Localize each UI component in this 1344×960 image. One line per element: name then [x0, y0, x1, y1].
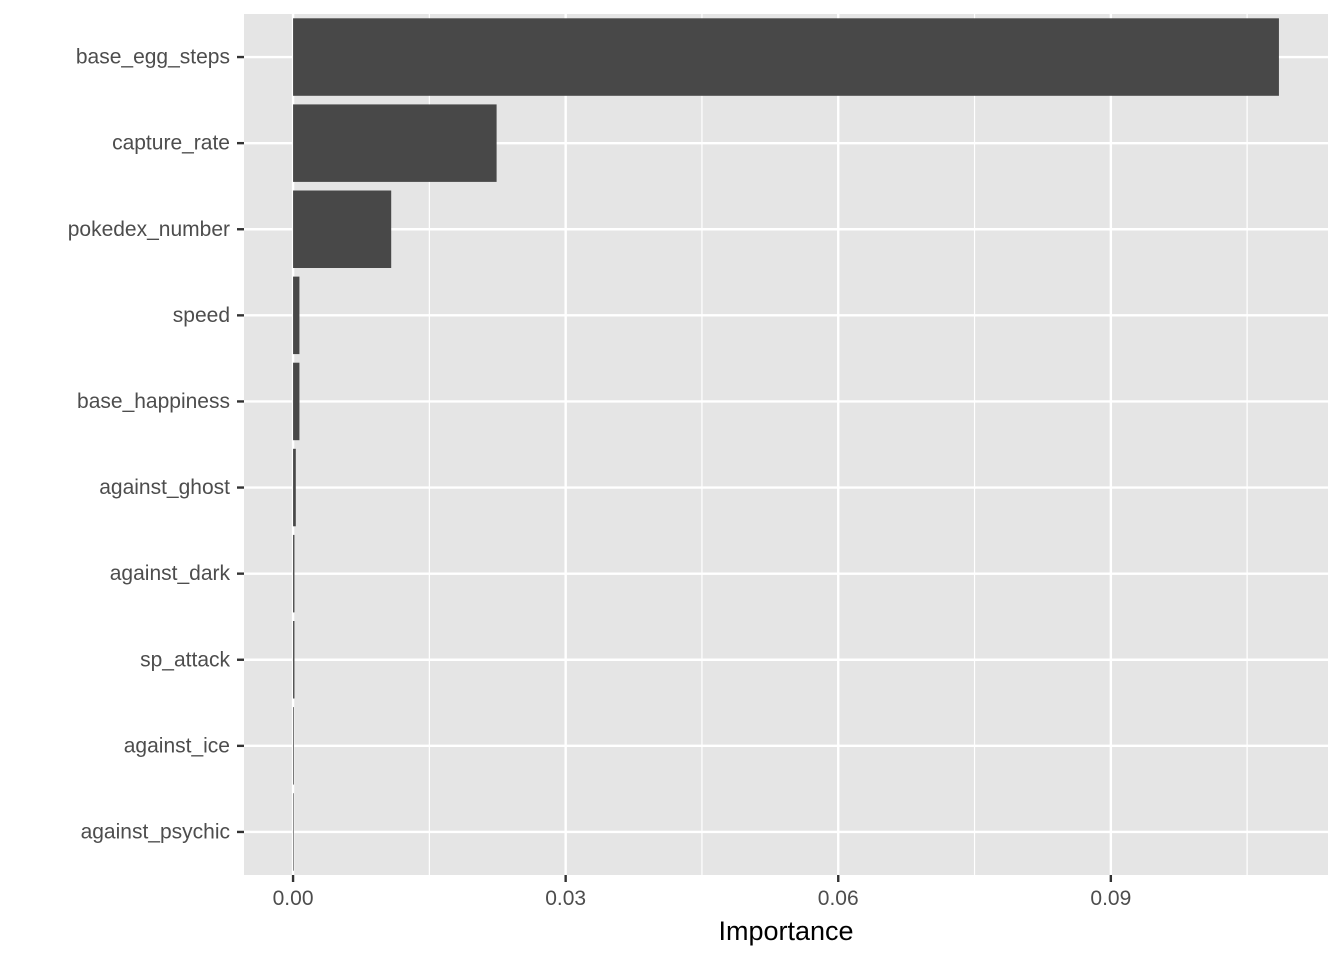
bar-base_happiness: [293, 362, 300, 441]
y-tick-label: pokedex_number: [68, 218, 230, 241]
x-tick-label: 0.03: [545, 887, 586, 910]
bar-against_psychic: [293, 793, 294, 871]
y-tick-label: base_egg_steps: [76, 46, 230, 69]
y-tick-label: against_ice: [124, 734, 230, 757]
bar-sp_attack: [293, 621, 295, 699]
y-tick-label: against_dark: [110, 562, 231, 585]
bar-capture_rate: [293, 104, 497, 182]
x-axis: 0.00 0.03 0.06 0.09: [273, 875, 1131, 910]
y-tick-label: capture_rate: [112, 132, 230, 155]
bar-against_ghost: [293, 448, 296, 527]
bar-against_ice: [293, 707, 294, 785]
y-tick-label: speed: [173, 304, 230, 327]
bar-base_egg_steps: [293, 18, 1279, 96]
bars: [293, 18, 1279, 871]
x-tick-label: 0.09: [1090, 887, 1131, 910]
bar-against_dark: [293, 534, 295, 613]
y-tick-label: against_ghost: [99, 476, 230, 499]
bar-speed: [293, 276, 300, 355]
x-axis-title: Importance: [718, 916, 853, 946]
bar-pokedex_number: [293, 190, 392, 268]
y-tick-label: base_happiness: [77, 390, 230, 413]
x-tick-label: 0.00: [273, 887, 314, 910]
y-tick-label: against_psychic: [81, 820, 230, 843]
x-tick-label: 0.06: [818, 887, 859, 910]
y-tick-label: sp_attack: [140, 648, 230, 671]
y-axis: base_egg_steps capture_rate pokedex_number…: [68, 46, 244, 843]
